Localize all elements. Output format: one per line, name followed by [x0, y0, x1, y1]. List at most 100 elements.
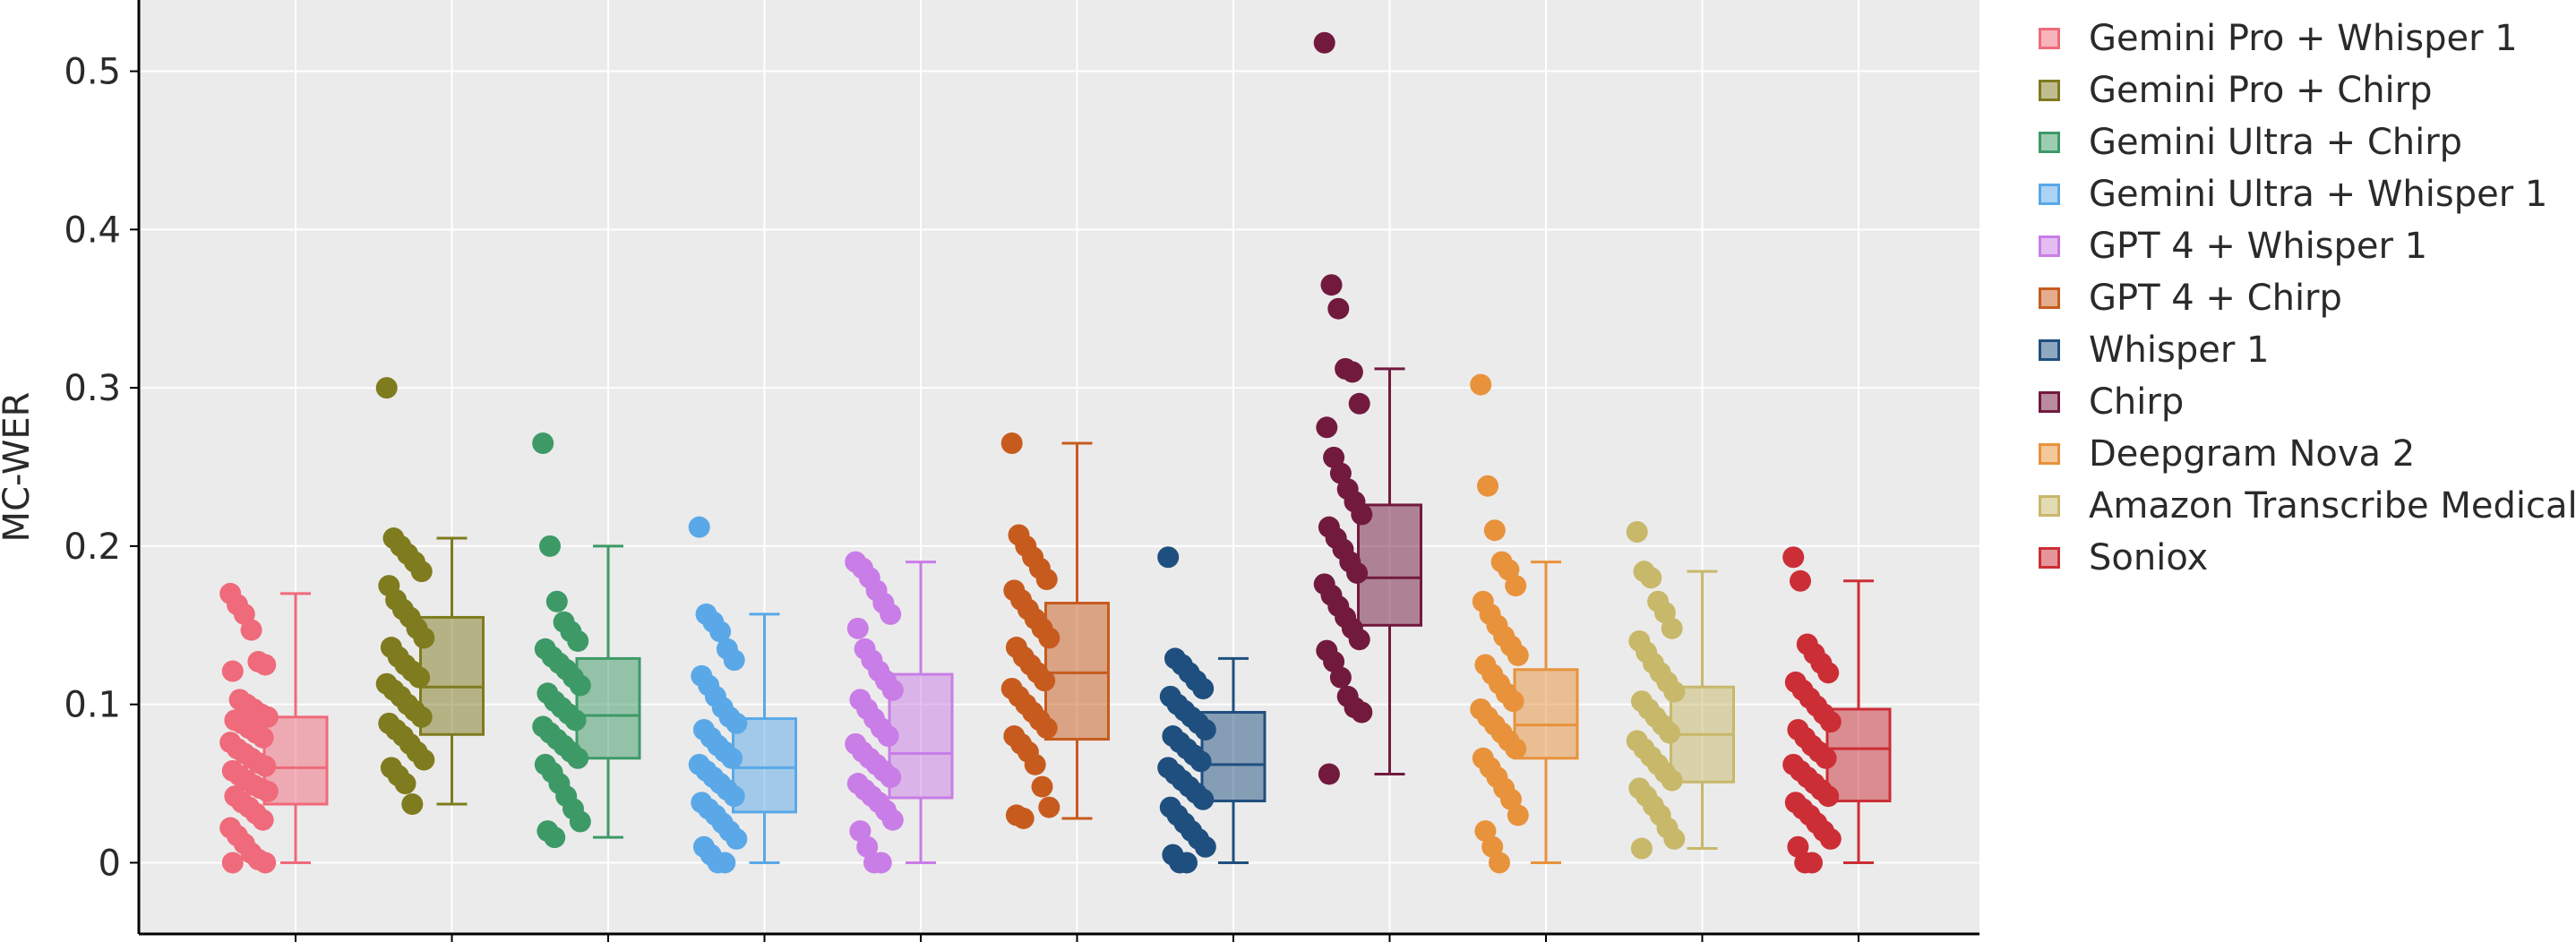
data-point	[1507, 804, 1529, 826]
legend-item[interactable]: Gemini Pro + Whisper 1	[2039, 13, 2576, 64]
iqr-box	[732, 717, 797, 814]
data-point	[1663, 827, 1686, 850]
data-point	[1192, 677, 1215, 699]
data-point	[1327, 297, 1350, 320]
data-point	[240, 619, 262, 641]
data-point	[881, 809, 904, 831]
data-point	[254, 852, 277, 874]
legend-item[interactable]: Chirp	[2039, 376, 2576, 428]
box-series[interactable]	[1157, 546, 1267, 874]
legend-item[interactable]: Deepgram Nova 2	[2039, 428, 2576, 480]
legend-item[interactable]: Gemini Pro + Chirp	[2039, 64, 2576, 116]
legend-item[interactable]: Gemini Ultra + Whisper 1	[2039, 168, 2576, 220]
data-point	[1489, 852, 1510, 874]
y-tick-label: 0.2	[64, 527, 121, 568]
legend-swatch	[2039, 184, 2060, 205]
data-point	[413, 749, 435, 771]
data-point	[1348, 392, 1370, 415]
data-point	[221, 852, 244, 874]
data-point	[1038, 796, 1060, 818]
legend-swatch	[2039, 80, 2060, 101]
data-point	[375, 377, 398, 399]
legend-item[interactable]: GPT 4 + Chirp	[2039, 272, 2576, 324]
legend-item[interactable]: Gemini Ultra + Chirp	[2039, 116, 2576, 168]
data-point	[1329, 666, 1352, 689]
legend[interactable]: Gemini Pro + Whisper 1 Gemini Pro + Chirp…	[2039, 13, 2576, 584]
box-series[interactable]	[1470, 373, 1579, 874]
data-point	[539, 535, 561, 557]
box-series[interactable]	[532, 432, 641, 849]
data-point	[544, 826, 566, 849]
box-series[interactable]	[1313, 31, 1422, 785]
data-point	[1782, 546, 1805, 569]
iqr-box	[888, 672, 954, 800]
iqr-box	[1825, 707, 1892, 803]
data-point	[723, 649, 745, 672]
legend-label: Gemini Ultra + Whisper 1	[2089, 174, 2548, 215]
legend-item[interactable]: Soniox	[2039, 532, 2576, 584]
iqr-box	[1044, 602, 1110, 741]
data-point	[394, 773, 416, 795]
data-point	[1316, 416, 1338, 439]
legend-swatch	[2039, 236, 2060, 257]
iqr-box	[1513, 668, 1579, 760]
y-tick-label: 0	[99, 843, 121, 884]
iqr-box	[575, 656, 641, 760]
data-point	[1341, 361, 1363, 383]
legend-label: Gemini Pro + Whisper 1	[2089, 18, 2518, 59]
iqr-box	[1200, 711, 1267, 803]
data-point	[1157, 546, 1180, 569]
data-point	[1483, 519, 1506, 542]
data-point	[532, 432, 554, 454]
legend-label: Whisper 1	[2089, 330, 2270, 371]
chart-plot: 0 0.1 0.2 0.3 0.4 0.5 MC-WER	[0, 0, 1979, 942]
data-point	[252, 809, 274, 831]
data-point	[1313, 31, 1335, 54]
data-point	[1661, 617, 1683, 639]
data-point	[1024, 753, 1046, 775]
data-point	[1035, 569, 1058, 591]
legend-label: Soniox	[2089, 537, 2209, 578]
axes: 0 0.1 0.2 0.3 0.4 0.5	[64, 0, 1979, 942]
data-point	[726, 827, 748, 850]
legend-item[interactable]: GPT 4 + Whisper 1	[2039, 220, 2576, 272]
data-point	[1318, 763, 1340, 785]
box-series[interactable]	[845, 551, 954, 874]
data-point	[1630, 837, 1653, 860]
data-point	[846, 617, 869, 639]
data-point	[1012, 807, 1035, 829]
legend-label: Chirp	[2089, 381, 2185, 423]
data-point	[545, 590, 568, 612]
data-point	[1505, 575, 1527, 597]
data-point	[1817, 662, 1840, 684]
legend-label: GPT 4 + Whisper 1	[2089, 226, 2428, 267]
legend-swatch	[2039, 287, 2060, 309]
legend-swatch	[2039, 132, 2060, 153]
legend-item[interactable]: Whisper 1	[2039, 324, 2576, 376]
data-point	[1477, 475, 1498, 497]
data-point	[401, 793, 424, 816]
data-point	[1194, 835, 1216, 858]
box-series[interactable]	[688, 516, 797, 874]
box-series[interactable]	[375, 377, 485, 816]
y-tick-label: 0.1	[64, 685, 121, 726]
legend-label: Deepgram Nova 2	[2089, 433, 2416, 475]
box-series[interactable]	[1000, 432, 1110, 829]
data-point	[569, 810, 591, 833]
data-point	[1819, 827, 1842, 850]
legend-swatch	[2039, 391, 2060, 413]
data-point	[254, 654, 277, 676]
box-series[interactable]	[219, 582, 329, 874]
box-series[interactable]	[1626, 520, 1735, 860]
iqr-box	[262, 715, 329, 806]
legend-item[interactable]: Amazon Transcribe Medical	[2039, 480, 2576, 532]
legend-label: Gemini Pro + Chirp	[2089, 70, 2433, 111]
y-tick-label: 0.3	[64, 368, 121, 409]
box-series[interactable]	[1782, 546, 1892, 874]
y-axis-label: MC-WER	[0, 392, 38, 543]
data-point	[410, 561, 433, 583]
data-point	[1031, 775, 1053, 798]
legend-swatch	[2039, 547, 2060, 569]
data-point	[1507, 644, 1529, 666]
data-point	[1351, 701, 1373, 724]
